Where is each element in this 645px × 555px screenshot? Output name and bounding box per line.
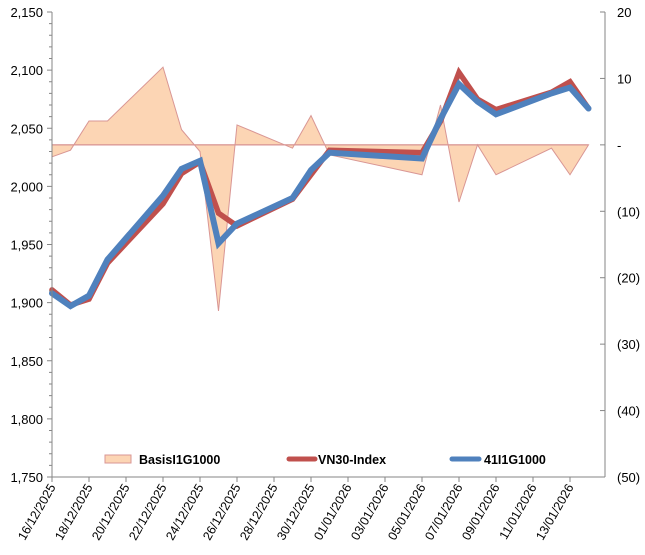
x-tick-label: 16/12/2025 <box>15 481 58 542</box>
line-layer <box>49 66 592 310</box>
right-tick-label: (40) <box>617 404 640 419</box>
basis-area <box>51 66 590 311</box>
x-tick-label: 03/01/2026 <box>348 481 391 542</box>
left-tick-label: 1,950 <box>10 238 43 253</box>
left-tick-label: 1,800 <box>10 412 43 427</box>
right-tick-label: 10 <box>617 71 631 86</box>
x-tick-label: 11/01/2026 <box>497 481 540 541</box>
x-tick-label: 28/12/2025 <box>237 481 280 542</box>
area-layer <box>51 66 590 311</box>
legend-label-41i1g1000: 41I1G1000 <box>484 453 546 467</box>
x-tick-label: 07/01/2026 <box>422 481 465 542</box>
x-tick-label: 09/01/2026 <box>459 481 502 542</box>
left-tick-layer: 1,750 1,800 1,850 1,900 1,950 2,000 2,050 2,100… <box>10 5 52 485</box>
x-tick-label: 05/01/2026 <box>385 481 428 542</box>
axis-layer <box>51 12 606 478</box>
left-tick-label: 2,050 <box>10 121 43 136</box>
left-tick-label: 1,750 <box>10 470 43 485</box>
legend-item-vn30[interactable]: VN30-Index <box>286 453 386 467</box>
right-tick-layer: (50) (40) (30) (20) (10) - 10 20 <box>600 5 640 485</box>
legend-swatch-basis <box>104 454 132 464</box>
legend-item-basis[interactable]: BasisI1G1000 <box>104 453 220 467</box>
legend-label-vn30: VN30-Index <box>318 453 386 467</box>
left-tick-label: 2,000 <box>10 179 43 194</box>
right-tick-label: (20) <box>617 271 640 286</box>
right-tick-label: (10) <box>617 204 640 219</box>
legend-item-41i1g1000[interactable]: 41I1G1000 <box>449 453 546 467</box>
x-tick-label: 20/12/2025 <box>89 481 132 542</box>
legend: BasisI1G1000 VN30-Index 41I1G1000 <box>104 453 546 467</box>
right-tick-label: (50) <box>617 470 640 485</box>
x-tick-label: 22/12/2025 <box>126 481 169 542</box>
x-tick-label: 26/12/2025 <box>200 481 243 542</box>
x-tick-layer: 16/12/202518/12/202520/12/202522/12/2025… <box>15 477 577 543</box>
right-tick-label: - <box>617 138 621 153</box>
left-tick-label: 1,850 <box>10 354 43 369</box>
x-tick-label: 01/01/2026 <box>311 481 354 542</box>
series-line-41i1g1000 <box>49 79 592 310</box>
right-tick-label: 20 <box>617 5 631 20</box>
left-tick-label: 1,900 <box>10 296 43 311</box>
x-tick-label: 13/01/2026 <box>533 481 576 542</box>
x-tick-label: 30/12/2025 <box>274 481 317 542</box>
legend-label-basis: BasisI1G1000 <box>139 453 220 467</box>
left-tick-label: 2,150 <box>10 5 43 20</box>
x-tick-label: 24/12/2025 <box>163 481 206 542</box>
left-tick-label: 2,100 <box>10 63 43 78</box>
x-tick-label: 18/12/2025 <box>52 481 95 542</box>
right-tick-label: (30) <box>617 337 640 352</box>
